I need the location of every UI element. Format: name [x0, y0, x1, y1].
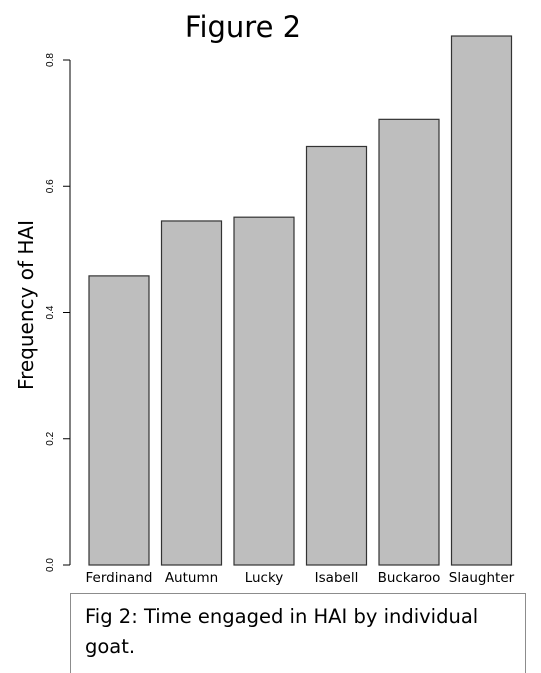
bar-slaughter	[450, 35, 513, 566]
x-tick-label: Buckaroo	[378, 570, 441, 586]
y-tick-label: 0.0	[45, 558, 56, 572]
bar-buckaroo	[378, 118, 440, 566]
bar-autumn	[160, 220, 223, 566]
chart-title: Figure 2	[185, 10, 301, 44]
x-tick-label: Isabell	[315, 570, 359, 586]
caption-text: Fig 2: Time engaged in HAI by individual…	[85, 605, 479, 658]
y-axis-label: Frequency of HAI	[14, 220, 38, 390]
y-tick-label: 0.2	[45, 431, 56, 445]
bar-ferdinand	[88, 275, 150, 566]
y-axis: 0.0 0.2 0.4 0.6 0.8	[45, 53, 71, 572]
x-tick-labels: Ferdinand Autumn Lucky Isabell Buckaroo Slaug…	[86, 570, 515, 586]
x-tick-label: Lucky	[245, 570, 284, 586]
bar-lucky	[233, 216, 295, 566]
y-tick-label: 0.8	[45, 53, 56, 67]
y-tick-label: 0.6	[45, 179, 56, 193]
y-tick-label: 0.4	[45, 305, 56, 319]
bars	[88, 35, 513, 566]
bar-isabell	[305, 145, 368, 566]
x-tick-label: Ferdinand	[86, 570, 153, 586]
x-tick-label: Autumn	[165, 570, 218, 586]
x-tick-label: Slaughter	[449, 570, 515, 586]
figure-caption: Fig 2: Time engaged in HAI by individual…	[70, 593, 526, 673]
